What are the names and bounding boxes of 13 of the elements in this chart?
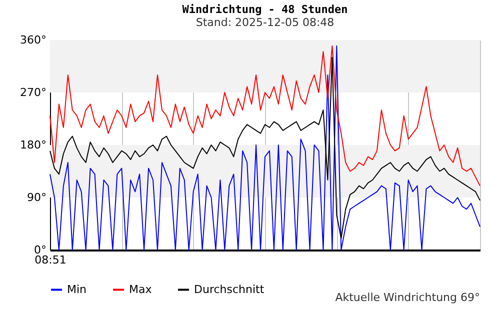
y-tick-label: 90°	[27, 191, 46, 204]
y-tick-label: 0°	[34, 244, 46, 256]
chart-title: Windrichtung - 48 Stunden	[182, 3, 348, 16]
y-tick-label: 270°	[20, 86, 46, 99]
x-tick-label: 08:51	[34, 254, 66, 266]
legend-label: Min	[67, 282, 87, 296]
chart-subtitle: Stand: 2025-12-05 08:48	[196, 16, 334, 29]
y-tick-label: 180°	[20, 138, 46, 152]
legend-label: Max	[129, 282, 152, 296]
y-tick-label: 360°	[20, 34, 46, 46]
line-series	[50, 45, 480, 186]
legend-label: Durchschnitt	[194, 282, 265, 296]
text: Aktuelle Windrichtung 69°	[335, 291, 480, 304]
